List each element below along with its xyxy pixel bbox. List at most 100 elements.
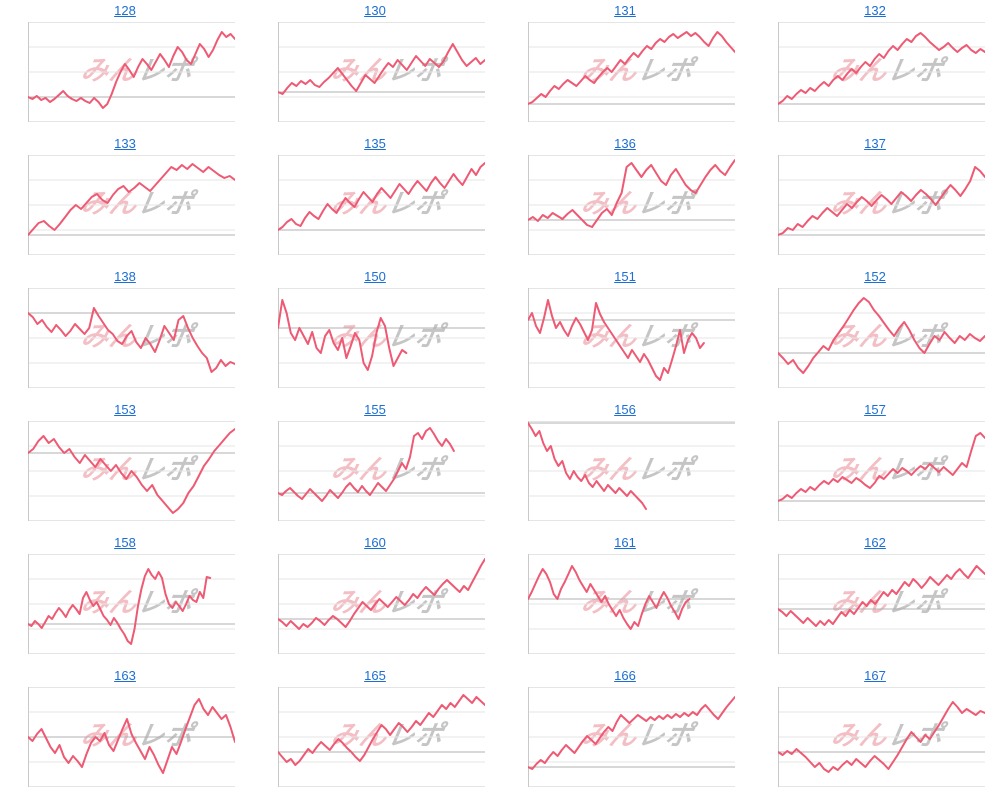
chart-area: みんレポ	[778, 687, 985, 787]
chart-title: 128	[0, 0, 250, 22]
sparkline-chart	[278, 554, 485, 654]
sparkline-chart	[278, 421, 485, 521]
sparkline-chart	[528, 421, 735, 521]
chart-link[interactable]: 137	[864, 136, 886, 151]
chart-link[interactable]: 157	[864, 402, 886, 417]
sparkline-chart	[778, 155, 985, 255]
chart-area: みんレポ	[28, 687, 235, 787]
chart-cell: 167 みんレポ	[750, 665, 1000, 798]
chart-title: 157	[750, 399, 1000, 421]
chart-area: みんレポ	[528, 421, 735, 521]
price-line	[28, 31, 235, 109]
chart-link[interactable]: 136	[614, 136, 636, 151]
chart-link[interactable]: 156	[614, 402, 636, 417]
price-line	[778, 166, 985, 236]
chart-cell: 131 みんレポ	[500, 0, 750, 133]
price-line	[278, 299, 408, 371]
chart-title: 156	[500, 399, 750, 421]
chart-link[interactable]: 162	[864, 535, 886, 550]
chart-link[interactable]: 153	[114, 402, 136, 417]
chart-link[interactable]: 155	[364, 402, 386, 417]
price-line	[528, 31, 735, 105]
chart-area: みんレポ	[528, 288, 735, 388]
chart-title: 151	[500, 266, 750, 288]
chart-link[interactable]: 128	[114, 3, 136, 18]
chart-link[interactable]: 167	[864, 668, 886, 683]
chart-title: 136	[500, 133, 750, 155]
sparkline-chart	[278, 288, 485, 388]
chart-title: 135	[250, 133, 500, 155]
sparkline-chart	[778, 22, 985, 122]
chart-title: 132	[750, 0, 1000, 22]
chart-title: 167	[750, 665, 1000, 687]
chart-link[interactable]: 130	[364, 3, 386, 18]
chart-link[interactable]: 160	[364, 535, 386, 550]
price-line	[278, 694, 485, 766]
chart-link[interactable]: 152	[864, 269, 886, 284]
sparkline-chart	[278, 687, 485, 787]
chart-link[interactable]: 158	[114, 535, 136, 550]
sparkline-chart	[28, 421, 235, 521]
chart-link[interactable]: 163	[114, 668, 136, 683]
sparkline-chart	[528, 288, 735, 388]
price-line	[278, 162, 485, 231]
chart-cell: 166 みんレポ	[500, 665, 750, 798]
price-line	[778, 701, 985, 773]
price-line	[28, 568, 212, 645]
chart-cell: 137 みんレポ	[750, 133, 1000, 266]
chart-title: 166	[500, 665, 750, 687]
chart-cell: 157 みんレポ	[750, 399, 1000, 532]
chart-cell: 130 みんレポ	[250, 0, 500, 133]
chart-cell: 163 みんレポ	[0, 665, 250, 798]
chart-cell: 162 みんレポ	[750, 532, 1000, 665]
chart-area: みんレポ	[28, 22, 235, 122]
chart-link[interactable]: 151	[614, 269, 636, 284]
sparkline-chart	[28, 288, 235, 388]
chart-cell: 135 みんレポ	[250, 133, 500, 266]
chart-title: 150	[250, 266, 500, 288]
chart-cell: 132 みんレポ	[750, 0, 1000, 133]
chart-link[interactable]: 150	[364, 269, 386, 284]
chart-link[interactable]: 132	[864, 3, 886, 18]
chart-area: みんレポ	[28, 288, 235, 388]
price-line	[278, 427, 455, 502]
price-line	[778, 32, 985, 105]
chart-link[interactable]: 161	[614, 535, 636, 550]
chart-link[interactable]: 131	[614, 3, 636, 18]
sparkline-chart	[778, 421, 985, 521]
chart-area: みんレポ	[278, 687, 485, 787]
chart-cell: 138 みんレポ	[0, 266, 250, 399]
chart-area: みんレポ	[278, 22, 485, 122]
sparkline-chart	[528, 687, 735, 787]
sparkline-chart	[278, 22, 485, 122]
price-line	[528, 422, 647, 510]
chart-area: みんレポ	[778, 288, 985, 388]
chart-link[interactable]: 166	[614, 668, 636, 683]
chart-area: みんレポ	[778, 22, 985, 122]
chart-link[interactable]: 138	[114, 269, 136, 284]
price-line	[778, 565, 985, 627]
sparkline-chart	[528, 554, 735, 654]
chart-cell: 133 みんレポ	[0, 133, 250, 266]
price-line	[528, 565, 691, 630]
chart-area: みんレポ	[778, 421, 985, 521]
chart-cell: 152 みんレポ	[750, 266, 1000, 399]
price-line	[528, 159, 735, 228]
sparkline-chart	[28, 687, 235, 787]
price-line	[778, 297, 985, 374]
chart-area: みんレポ	[28, 554, 235, 654]
price-line	[528, 696, 735, 770]
chart-cell: 150 みんレポ	[250, 266, 500, 399]
chart-area: みんレポ	[278, 554, 485, 654]
chart-link[interactable]: 133	[114, 136, 136, 151]
chart-title: 163	[0, 665, 250, 687]
chart-title: 161	[500, 532, 750, 554]
chart-link[interactable]: 165	[364, 668, 386, 683]
chart-area: みんレポ	[778, 155, 985, 255]
sparkline-chart	[528, 155, 735, 255]
chart-cell: 128 みんレポ	[0, 0, 250, 133]
chart-title: 133	[0, 133, 250, 155]
chart-title: 152	[750, 266, 1000, 288]
chart-area: みんレポ	[28, 155, 235, 255]
chart-link[interactable]: 135	[364, 136, 386, 151]
